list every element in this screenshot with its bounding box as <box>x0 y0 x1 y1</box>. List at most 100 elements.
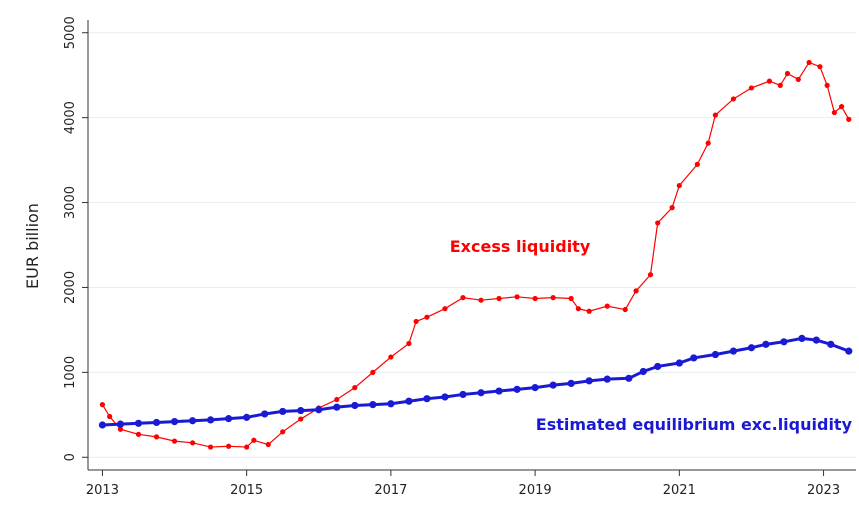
data-point <box>647 272 654 278</box>
data-point <box>315 406 323 414</box>
data-point <box>251 437 257 443</box>
data-point <box>370 369 376 375</box>
y-tick-label: 2000 <box>63 271 78 304</box>
data-point <box>298 416 304 422</box>
data-point <box>747 344 756 352</box>
data-point <box>690 354 698 362</box>
data-point <box>477 389 485 397</box>
data-point <box>675 359 683 367</box>
data-point <box>206 416 215 424</box>
data-point <box>567 379 575 387</box>
data-point <box>798 334 806 342</box>
x-tick-label: 2021 <box>663 483 696 498</box>
data-point <box>334 396 340 403</box>
data-point <box>117 426 124 432</box>
data-point <box>261 410 269 418</box>
x-tick-label: 2013 <box>86 483 119 498</box>
data-point <box>424 314 430 320</box>
data-point <box>405 397 413 405</box>
data-point <box>806 59 812 66</box>
data-point <box>243 413 251 421</box>
y-tick-label: 3000 <box>63 186 78 219</box>
data-point <box>712 112 718 118</box>
data-point <box>188 417 197 425</box>
data-point <box>777 82 783 88</box>
data-point <box>442 306 448 312</box>
data-point <box>352 385 358 391</box>
data-point <box>780 338 788 346</box>
data-point <box>153 434 160 440</box>
data-point <box>406 340 412 347</box>
x-tick-label: 2023 <box>807 483 840 498</box>
data-point <box>625 374 633 382</box>
data-point <box>711 350 719 359</box>
data-point <box>441 393 449 401</box>
data-point <box>496 295 502 302</box>
data-point <box>845 347 853 355</box>
data-point <box>297 406 305 415</box>
data-point <box>549 381 557 389</box>
data-point <box>729 347 738 355</box>
data-point <box>827 340 835 348</box>
data-point <box>225 415 233 423</box>
data-point <box>387 400 395 408</box>
data-point <box>135 431 142 437</box>
data-point <box>279 407 287 416</box>
data-point <box>762 340 770 348</box>
data-point <box>603 375 611 383</box>
data-point <box>622 306 628 313</box>
data-point <box>244 444 250 450</box>
y-axis-label: EUR billion <box>23 203 42 289</box>
data-point <box>478 297 484 303</box>
data-point <box>831 109 837 116</box>
data-point <box>369 401 377 409</box>
data-point <box>170 418 179 426</box>
series-label: Excess liquidity <box>450 237 591 256</box>
data-point <box>98 421 107 429</box>
data-point <box>705 140 711 146</box>
data-point <box>413 318 419 325</box>
data-point <box>654 362 662 371</box>
y-tick-label: 0 <box>63 453 78 461</box>
data-point <box>351 401 359 410</box>
data-point <box>531 384 539 392</box>
data-point <box>575 306 581 312</box>
data-point <box>639 367 647 376</box>
y-tick-label: 1000 <box>63 356 78 389</box>
x-tick-label: 2019 <box>519 483 552 498</box>
data-point <box>784 70 791 77</box>
data-point <box>838 104 845 110</box>
data-point <box>604 303 610 309</box>
data-point <box>388 354 394 360</box>
data-point <box>550 295 556 301</box>
data-point <box>423 395 431 403</box>
data-point <box>333 403 341 411</box>
data-point <box>694 161 700 167</box>
data-point <box>107 413 113 420</box>
data-point <box>226 443 232 449</box>
data-point <box>514 294 520 300</box>
data-point <box>655 220 661 226</box>
data-point <box>116 420 125 428</box>
data-point <box>633 288 639 294</box>
data-point <box>766 78 773 84</box>
data-point <box>585 377 593 385</box>
data-point <box>730 96 737 102</box>
data-point <box>99 402 106 408</box>
data-point <box>265 441 271 448</box>
data-point <box>817 64 823 70</box>
data-point <box>532 295 538 302</box>
data-point <box>513 385 521 393</box>
data-point <box>676 182 682 189</box>
data-point <box>824 82 830 88</box>
data-point <box>459 390 467 399</box>
data-point <box>189 440 196 446</box>
data-point <box>171 438 178 444</box>
y-tick-label: 5000 <box>63 16 78 49</box>
data-point <box>568 295 574 302</box>
data-point <box>460 295 466 301</box>
series-label: Estimated equilibrium exc.liquidity <box>536 415 853 434</box>
data-point <box>748 85 755 91</box>
data-point <box>586 308 592 314</box>
data-point <box>134 419 143 427</box>
